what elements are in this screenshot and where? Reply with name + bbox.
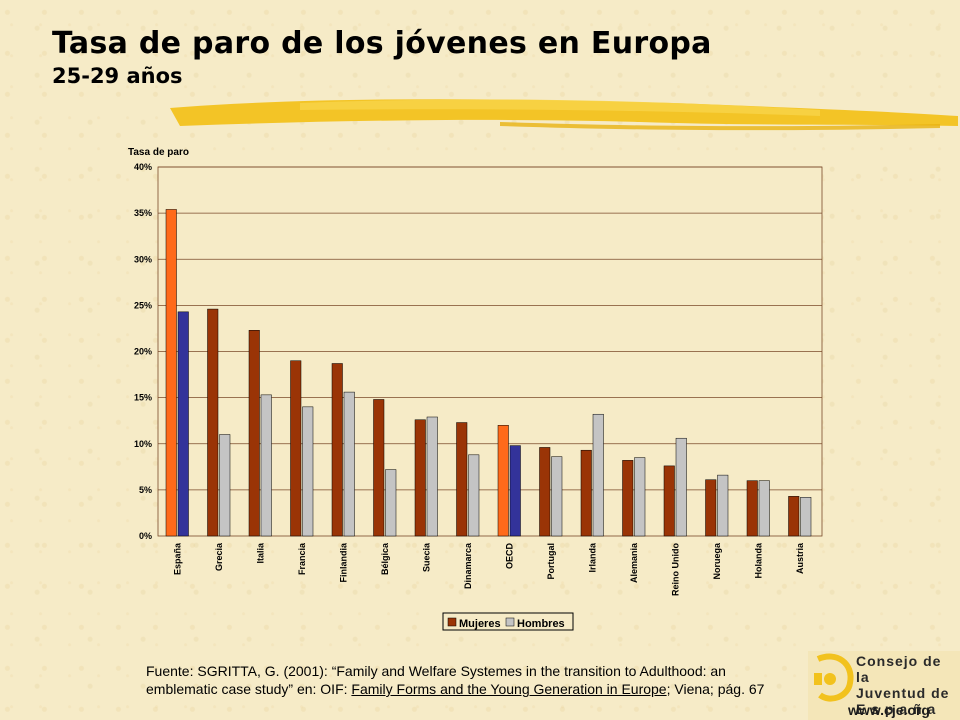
x-tick-label: Reino Unido <box>671 543 681 596</box>
legend-label-hombres: Hombres <box>517 618 565 630</box>
bar-hombres-suecia <box>426 416 438 537</box>
legend: Mujeres Hombres <box>442 612 574 631</box>
legend-label-mujeres: Mujeres <box>459 618 501 630</box>
bar-hombres-reino-unido <box>675 437 687 537</box>
source-citation: Fuente: SGRITTA, G. (2001): “Family and … <box>146 662 786 698</box>
legend-swatch-mujeres <box>447 617 457 627</box>
bar-mujeres-alemania <box>622 460 634 537</box>
x-tick-label: Dinamarca <box>463 542 473 589</box>
bar-mujeres-españa <box>165 209 177 537</box>
bar-mujeres-oecd <box>497 425 509 537</box>
x-tick-label: Grecia <box>214 542 224 571</box>
x-tick-label: Bélgica <box>380 542 390 575</box>
bar-hombres-dinamarca <box>468 454 480 537</box>
logo-line-3: E s p a ñ a <box>856 701 937 717</box>
logo-line-1: Consejo de la <box>856 653 942 685</box>
x-tick-label: OECD <box>505 543 515 570</box>
x-tick-label: Francia <box>297 542 307 575</box>
bar-mujeres-grecia <box>207 308 219 537</box>
y-tick-label: 40% <box>134 162 152 172</box>
x-tick-label: Italia <box>256 542 266 564</box>
bar-mujeres-noruega <box>705 479 717 537</box>
y-axis-title: Tasa de paro <box>128 147 189 158</box>
source-text: Fuente: SGRITTA, G. (2001): “Family and … <box>146 663 726 697</box>
y-tick-label: 30% <box>134 254 152 264</box>
page-subtitle: 25-29 años <box>52 64 183 88</box>
cje-emblem-icon <box>814 653 854 702</box>
bar-hombres-francia <box>302 406 314 537</box>
bar-mujeres-holanda <box>746 480 758 537</box>
x-tick-label: España <box>173 542 183 575</box>
bar-mujeres-reino-unido <box>663 465 675 537</box>
bar-hombres-irlanda <box>592 413 604 537</box>
y-tick-label: 35% <box>134 208 152 218</box>
bar-mujeres-finlandia <box>331 363 343 537</box>
page-title: Tasa de paro de los jóvenes en Europa <box>52 26 712 61</box>
y-tick-label: 5% <box>139 485 152 495</box>
source-suffix: ; Viena; pág. 67 <box>666 681 765 697</box>
legend-swatch-hombres <box>505 617 515 627</box>
bar-mujeres-francia <box>290 360 302 537</box>
x-tick-label: Noruega <box>712 542 722 580</box>
bar-hombres-oecd <box>509 445 521 537</box>
logo-url[interactable]: www.cje.org <box>848 702 930 718</box>
x-tick-label: Finlandia <box>339 542 349 582</box>
cje-logo: Consejo de la Juventud de E s p a ñ a ww… <box>808 651 960 720</box>
y-tick-label: 25% <box>134 300 152 310</box>
bar-hombres-holanda <box>758 480 770 537</box>
bar-hombres-finlandia <box>343 391 355 537</box>
x-tick-label: Austria <box>795 542 805 574</box>
brush-stroke-divider <box>170 99 958 131</box>
bar-mujeres-italia <box>248 330 260 537</box>
bar-hombres-noruega <box>717 474 729 537</box>
bar-hombres-portugal <box>551 456 563 537</box>
logo-line-2: Juventud de <box>856 685 950 701</box>
bar-mujeres-portugal <box>539 447 551 537</box>
bar-hombres-alemania <box>634 457 646 537</box>
x-tick-label: Alemania <box>629 542 639 583</box>
bar-hombres-grecia <box>219 434 231 537</box>
bar-hombres-bélgica <box>385 469 397 537</box>
bar-hombres-austria <box>800 497 812 537</box>
y-tick-label: 15% <box>134 393 152 403</box>
bar-hombres-italia <box>260 394 272 537</box>
x-tick-label: Portugal <box>546 543 556 580</box>
source-link-book[interactable]: Family Forms and the Young Generation in… <box>351 681 667 697</box>
bar-mujeres-dinamarca <box>456 422 468 537</box>
bar-mujeres-bélgica <box>373 399 385 537</box>
bar-chart: Tasa de paro 0% 5% 10% 15% 20% 25% 30% 35% 40% E… <box>128 147 823 631</box>
x-tick-label: Holanda <box>754 542 764 578</box>
x-tick-label: Irlanda <box>588 542 598 573</box>
bar-mujeres-irlanda <box>580 449 592 537</box>
x-tick-label: Suecia <box>422 542 432 572</box>
y-tick-label: 0% <box>139 531 152 541</box>
bar-hombres-españa <box>177 311 189 537</box>
bar-mujeres-austria <box>788 496 800 537</box>
y-tick-label: 10% <box>134 439 152 449</box>
y-tick-label: 20% <box>134 347 152 357</box>
bar-mujeres-suecia <box>414 419 426 537</box>
